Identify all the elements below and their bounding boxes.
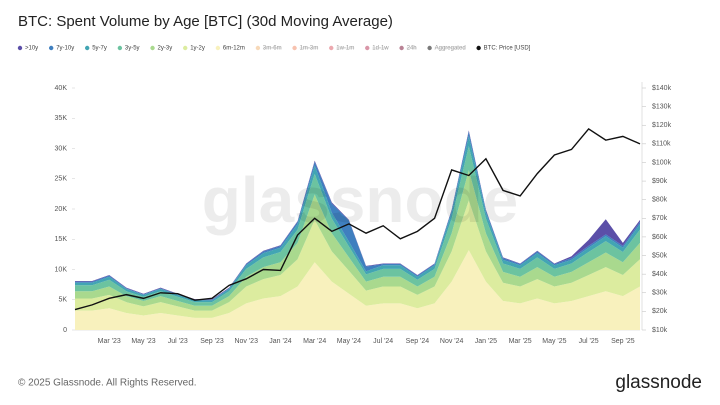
y-tick-label: 40K <box>55 85 68 92</box>
legend-label: BTC: Price [USD] <box>484 46 531 52</box>
logo: glassnode <box>615 372 702 393</box>
y-tick-label: 25K <box>55 176 68 183</box>
legend-label: 3y-5y <box>125 46 140 52</box>
area <box>75 200 640 318</box>
watermark: glassnode <box>202 164 519 236</box>
y2-tick-label: $10k <box>652 327 668 334</box>
legend-label: 24h <box>407 46 417 52</box>
legend-swatch <box>476 45 481 51</box>
legend-swatch <box>17 45 23 51</box>
legend-label: 1m-3m <box>300 46 319 52</box>
legend-label: 5y-7y <box>92 46 107 52</box>
y2-tick-label: $60k <box>652 234 668 241</box>
legend-label: 7y-10y <box>56 46 74 52</box>
legend-swatch <box>215 45 221 51</box>
y-tick-label: 35K <box>55 115 68 122</box>
y2-tick-label: $40k <box>652 271 668 278</box>
y2-tick-label: $100k <box>652 159 672 166</box>
x-tick-label: Nov '23 <box>234 338 258 345</box>
x-tick-label: Mar '23 <box>98 338 121 345</box>
legend-label: 1d-1w <box>372 46 389 52</box>
legend-swatch <box>365 45 370 51</box>
legend-swatch <box>427 45 432 51</box>
x-tick-label: Mar '25 <box>509 338 532 345</box>
x-tick-label: Jul '23 <box>168 338 188 345</box>
chart-title: BTC: Spent Volume by Age [BTC] (30d Movi… <box>18 13 393 30</box>
x-tick-label: Sep '25 <box>611 338 635 345</box>
y-tick-label: 30K <box>55 145 68 152</box>
legend-label: Aggregated <box>435 46 466 52</box>
y-tick-label: 0 <box>63 327 67 334</box>
y2-tick-label: $70k <box>652 215 668 222</box>
x-tick-label: Jan '24 <box>269 338 291 345</box>
x-tick-label: Sep '24 <box>406 338 430 345</box>
plot-area: 0 5K 10K 15K 20K 25K 30K 35K 40K $10k $20k $30k $40k… <box>55 82 672 345</box>
legend-swatch <box>150 45 155 51</box>
area <box>75 250 640 330</box>
legend-swatch <box>85 45 90 51</box>
y-tick-label: 20K <box>55 206 68 213</box>
x-tick-label: Jul '25 <box>579 338 599 345</box>
y2-tick-label: $30k <box>652 290 668 297</box>
legend-swatch <box>183 45 188 51</box>
legend-swatch <box>292 45 297 51</box>
x-tick-label: Sep '23 <box>200 338 224 345</box>
price-line <box>74 128 641 311</box>
legend-label: 6m-12m <box>223 46 245 52</box>
x-tick-label: May '24 <box>337 338 361 345</box>
y2-tick-label: $90k <box>652 178 668 185</box>
x-tick-label: Mar '24 <box>303 338 326 345</box>
legend-swatch <box>399 45 404 51</box>
y-tick-label: 5K <box>58 297 67 304</box>
x-tick-label: Nov '24 <box>440 338 464 345</box>
legend-label: 1y-2y <box>190 46 205 52</box>
legend-label: 1w-1m <box>336 46 354 52</box>
legend-swatch <box>48 45 54 51</box>
y2-tick-label: $50k <box>652 252 668 259</box>
legend-swatch <box>329 45 334 51</box>
legend-swatch <box>117 45 123 51</box>
legend-label: 2y-3y <box>158 46 173 52</box>
y2-tick-label: $130k <box>652 103 672 110</box>
y2-tick-label: $20k <box>652 308 668 315</box>
y2-tick-label: $80k <box>652 197 668 204</box>
x-tick-label: May '23 <box>131 338 155 345</box>
y2-tick-label: $140k <box>652 85 672 92</box>
x-tick-label: May '25 <box>542 338 566 345</box>
y2-tick-label: $120k <box>652 122 672 129</box>
y-tick-label: 10K <box>55 266 68 273</box>
legend-label: 3m-6m <box>263 46 282 52</box>
legend-label: >10y <box>25 46 38 52</box>
y-tick-label: 15K <box>55 236 68 243</box>
legend-swatch <box>255 45 261 51</box>
x-tick-label: Jan '25 <box>475 338 497 345</box>
footer: © 2025 Glassnode. All Rights Reserved. <box>18 378 197 389</box>
x-tick-label: Jul '24 <box>373 338 393 345</box>
y2-tick-label: $110k <box>652 141 671 148</box>
